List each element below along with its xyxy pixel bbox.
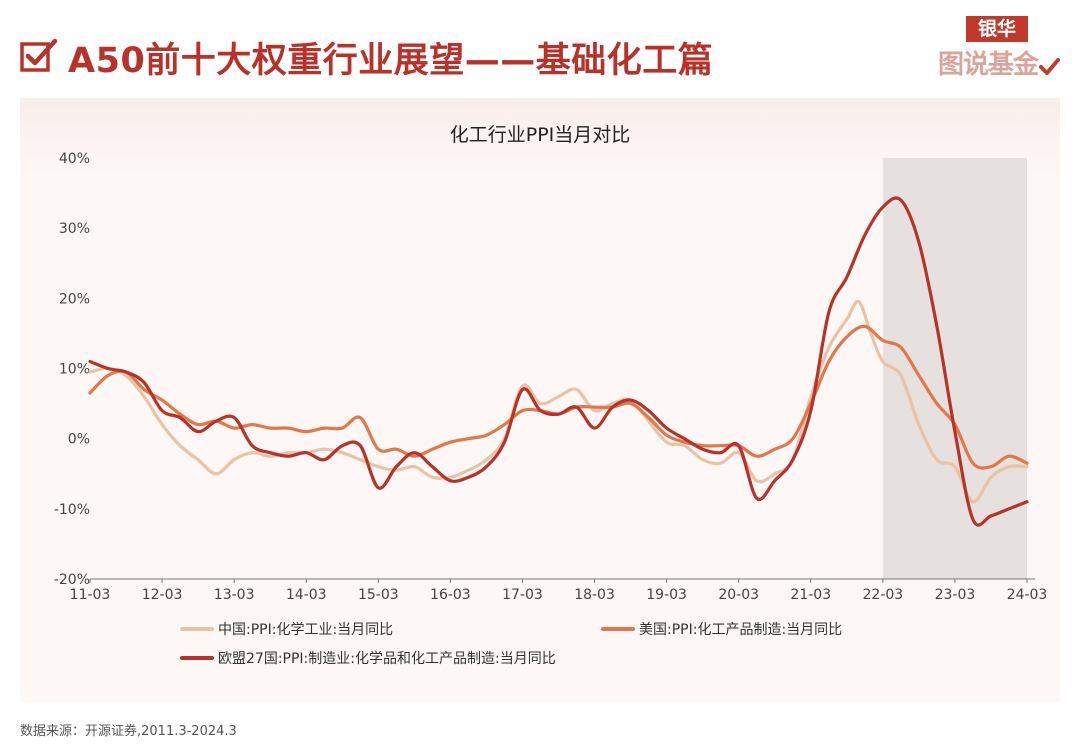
logo-top-text: 银华 <box>966 16 1028 42</box>
brand-logo: 银华 图说基金 <box>936 16 1064 80</box>
y-tick-label: 10% <box>59 362 90 378</box>
x-tick-label: 11-03 <box>70 587 111 603</box>
checkbox-check-icon <box>20 38 58 72</box>
x-tick-label: 17-03 <box>502 587 543 603</box>
x-tick-label: 23-03 <box>935 587 976 603</box>
x-tick-label: 18-03 <box>574 587 615 603</box>
x-tick-label: 21-03 <box>790 587 831 603</box>
y-tick-label: 0% <box>68 432 90 448</box>
chart-panel: 化工行业PPI当月对比 40% 30% 20% 10% 0% -10% -20% 11-03 1… <box>20 98 1060 702</box>
eu-ppi-line <box>88 196 1029 527</box>
y-tick-label: 40% <box>59 151 90 167</box>
x-tick-label: 15-03 <box>358 587 399 603</box>
legend-label: 中国:PPI:化学工业:当月同比 <box>218 622 393 638</box>
chart-title: 化工行业PPI当月对比 <box>450 124 631 146</box>
legend-label: 美国:PPI:化工产品制造:当月同比 <box>639 622 842 638</box>
logo-check-icon <box>1039 58 1060 75</box>
x-tick-label: 16-03 <box>430 587 471 603</box>
x-tick-label: 13-03 <box>214 587 255 603</box>
china-ppi-line <box>88 299 1029 504</box>
x-tick-label: 22-03 <box>863 587 904 603</box>
page-title: A50前十大权重行业展望——基础化工篇 <box>68 41 714 81</box>
x-tick-label: 20-03 <box>718 587 759 603</box>
page-header: A50前十大权重行业展望——基础化工篇 银华 图说基金 <box>0 0 1080 96</box>
shaded-region <box>882 158 1027 579</box>
x-tick-label: 19-03 <box>646 587 687 603</box>
y-tick-label: -20% <box>54 572 90 588</box>
y-tick-label: 30% <box>59 221 90 237</box>
source-note: 数据来源：开源证券,2011.3-2024.3 <box>20 724 237 739</box>
legend-label: 欧盟27国:PPI:制造业:化学品和化工产品制造:当月同比 <box>218 651 556 667</box>
y-tick-label: -10% <box>54 502 90 518</box>
ppi-line-chart: 化工行业PPI当月对比 40% 30% 20% 10% 0% -10% -20%11-03 1… <box>54 124 1048 667</box>
y-tick-label: 20% <box>59 291 90 307</box>
x-tick-label: 14-03 <box>286 587 327 603</box>
x-tick-label: 24-03 <box>1007 587 1048 603</box>
logo-bottom-text: 图说基金 <box>938 50 1039 80</box>
x-tick-label: 12-03 <box>142 587 183 603</box>
